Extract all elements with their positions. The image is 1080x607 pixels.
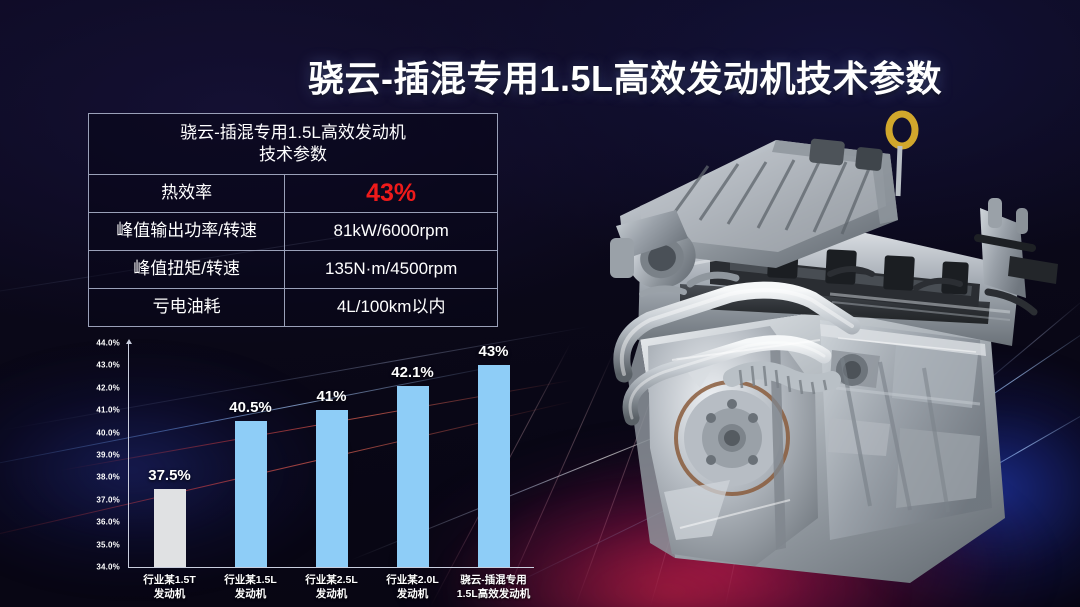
chart-bar-value-label: 37.5%	[148, 466, 191, 484]
chart-plot-area: 37.5% 行业某1.5T 发动机 40.5% 行业某1.5L 发动机 41% 行业某2.5L…	[129, 343, 534, 599]
chart-y-tick: 39.0%	[96, 450, 120, 460]
table-row: 峰值扭矩/转速 135N·m/4500rpm	[87, 250, 498, 289]
chart-y-tick: 34.0%	[96, 562, 120, 572]
chart-bar-value-label: 42.1%	[391, 363, 434, 381]
chart-y-tick: 36.0%	[96, 517, 120, 527]
page-title: 骁云-插混专用1.5L高效发动机技术参数	[307, 58, 943, 99]
chart-y-axis-line	[125, 339, 132, 567]
chart-y-tick: 35.0%	[96, 540, 120, 550]
chart-bar	[153, 488, 186, 567]
chart-y-tick: 41.0%	[96, 405, 120, 415]
chart-bar	[234, 421, 267, 567]
chart-y-tick: 37.0%	[96, 495, 120, 505]
chart-x-tick-label: 行业某2.5L 发动机	[305, 574, 358, 600]
chart-bar	[477, 365, 510, 567]
table-row: 热效率 43%	[87, 174, 498, 213]
table-row: 峰值输出功率/转速 81kW/6000rpm	[87, 212, 498, 251]
spec-table-header-cell: 骁云-插混专用1.5L高效发动机 技术参数	[88, 113, 498, 175]
chart-bar-value-label: 41%	[316, 388, 347, 406]
spec-label-thermal-efficiency: 热效率	[87, 174, 286, 213]
table-row: 亏电油耗 4L/100km以内	[87, 288, 498, 327]
chart-bar-value-label: 43%	[478, 343, 509, 361]
spec-value-fuel-consumption: 4L/100km以内	[284, 288, 498, 327]
chart-y-tick: 44.0%	[96, 338, 120, 348]
chart-bar	[396, 385, 429, 567]
chart-x-tick-label: 行业某1.5T 发动机	[143, 574, 196, 600]
chart-bar-value-label: 40.5%	[229, 399, 272, 417]
chart-x-tick-label: 行业某2.0L 发动机	[386, 574, 439, 600]
spec-header-line1: 骁云-插混专用1.5L高效发动机	[180, 122, 406, 142]
chart-y-tick: 38.0%	[96, 472, 120, 482]
spec-table: 骁云-插混专用1.5L高效发动机 技术参数 热效率 43% 峰值输出功率/转速 …	[87, 113, 498, 327]
chart-y-tick: 40.0%	[96, 428, 120, 438]
chart-x-tick-label: 骁云-插混专用 1.5L高效发动机	[456, 574, 531, 600]
thermal-efficiency-bar-chart: 34.0% 35.0% 36.0% 37.0% 38.0% 39.0% 40.0% 41.0%…	[66, 338, 536, 602]
chart-bar	[315, 410, 348, 567]
spec-table-header-row: 骁云-插混专用1.5L高效发动机 技术参数	[88, 113, 498, 175]
chart-x-axis-line	[128, 567, 534, 568]
spec-value-peak-power: 81kW/6000rpm	[284, 212, 498, 251]
chart-y-tick: 43.0%	[96, 360, 120, 370]
spec-label-fuel-consumption: 亏电油耗	[87, 288, 286, 327]
spec-header-line2: 技术参数	[259, 145, 327, 164]
spec-value-peak-torque: 135N·m/4500rpm	[284, 250, 498, 289]
spec-label-peak-torque: 峰值扭矩/转速	[87, 250, 286, 289]
chart-y-axis-labels: 34.0% 35.0% 36.0% 37.0% 38.0% 39.0% 40.0% 41.0%…	[66, 338, 122, 572]
spec-value-thermal-efficiency: 43%	[284, 174, 498, 213]
chart-x-tick-label: 行业某1.5L 发动机	[224, 574, 277, 600]
chart-y-tick: 42.0%	[96, 383, 120, 393]
engine-photo	[580, 88, 1060, 600]
spec-label-peak-power: 峰值输出功率/转速	[87, 212, 286, 251]
